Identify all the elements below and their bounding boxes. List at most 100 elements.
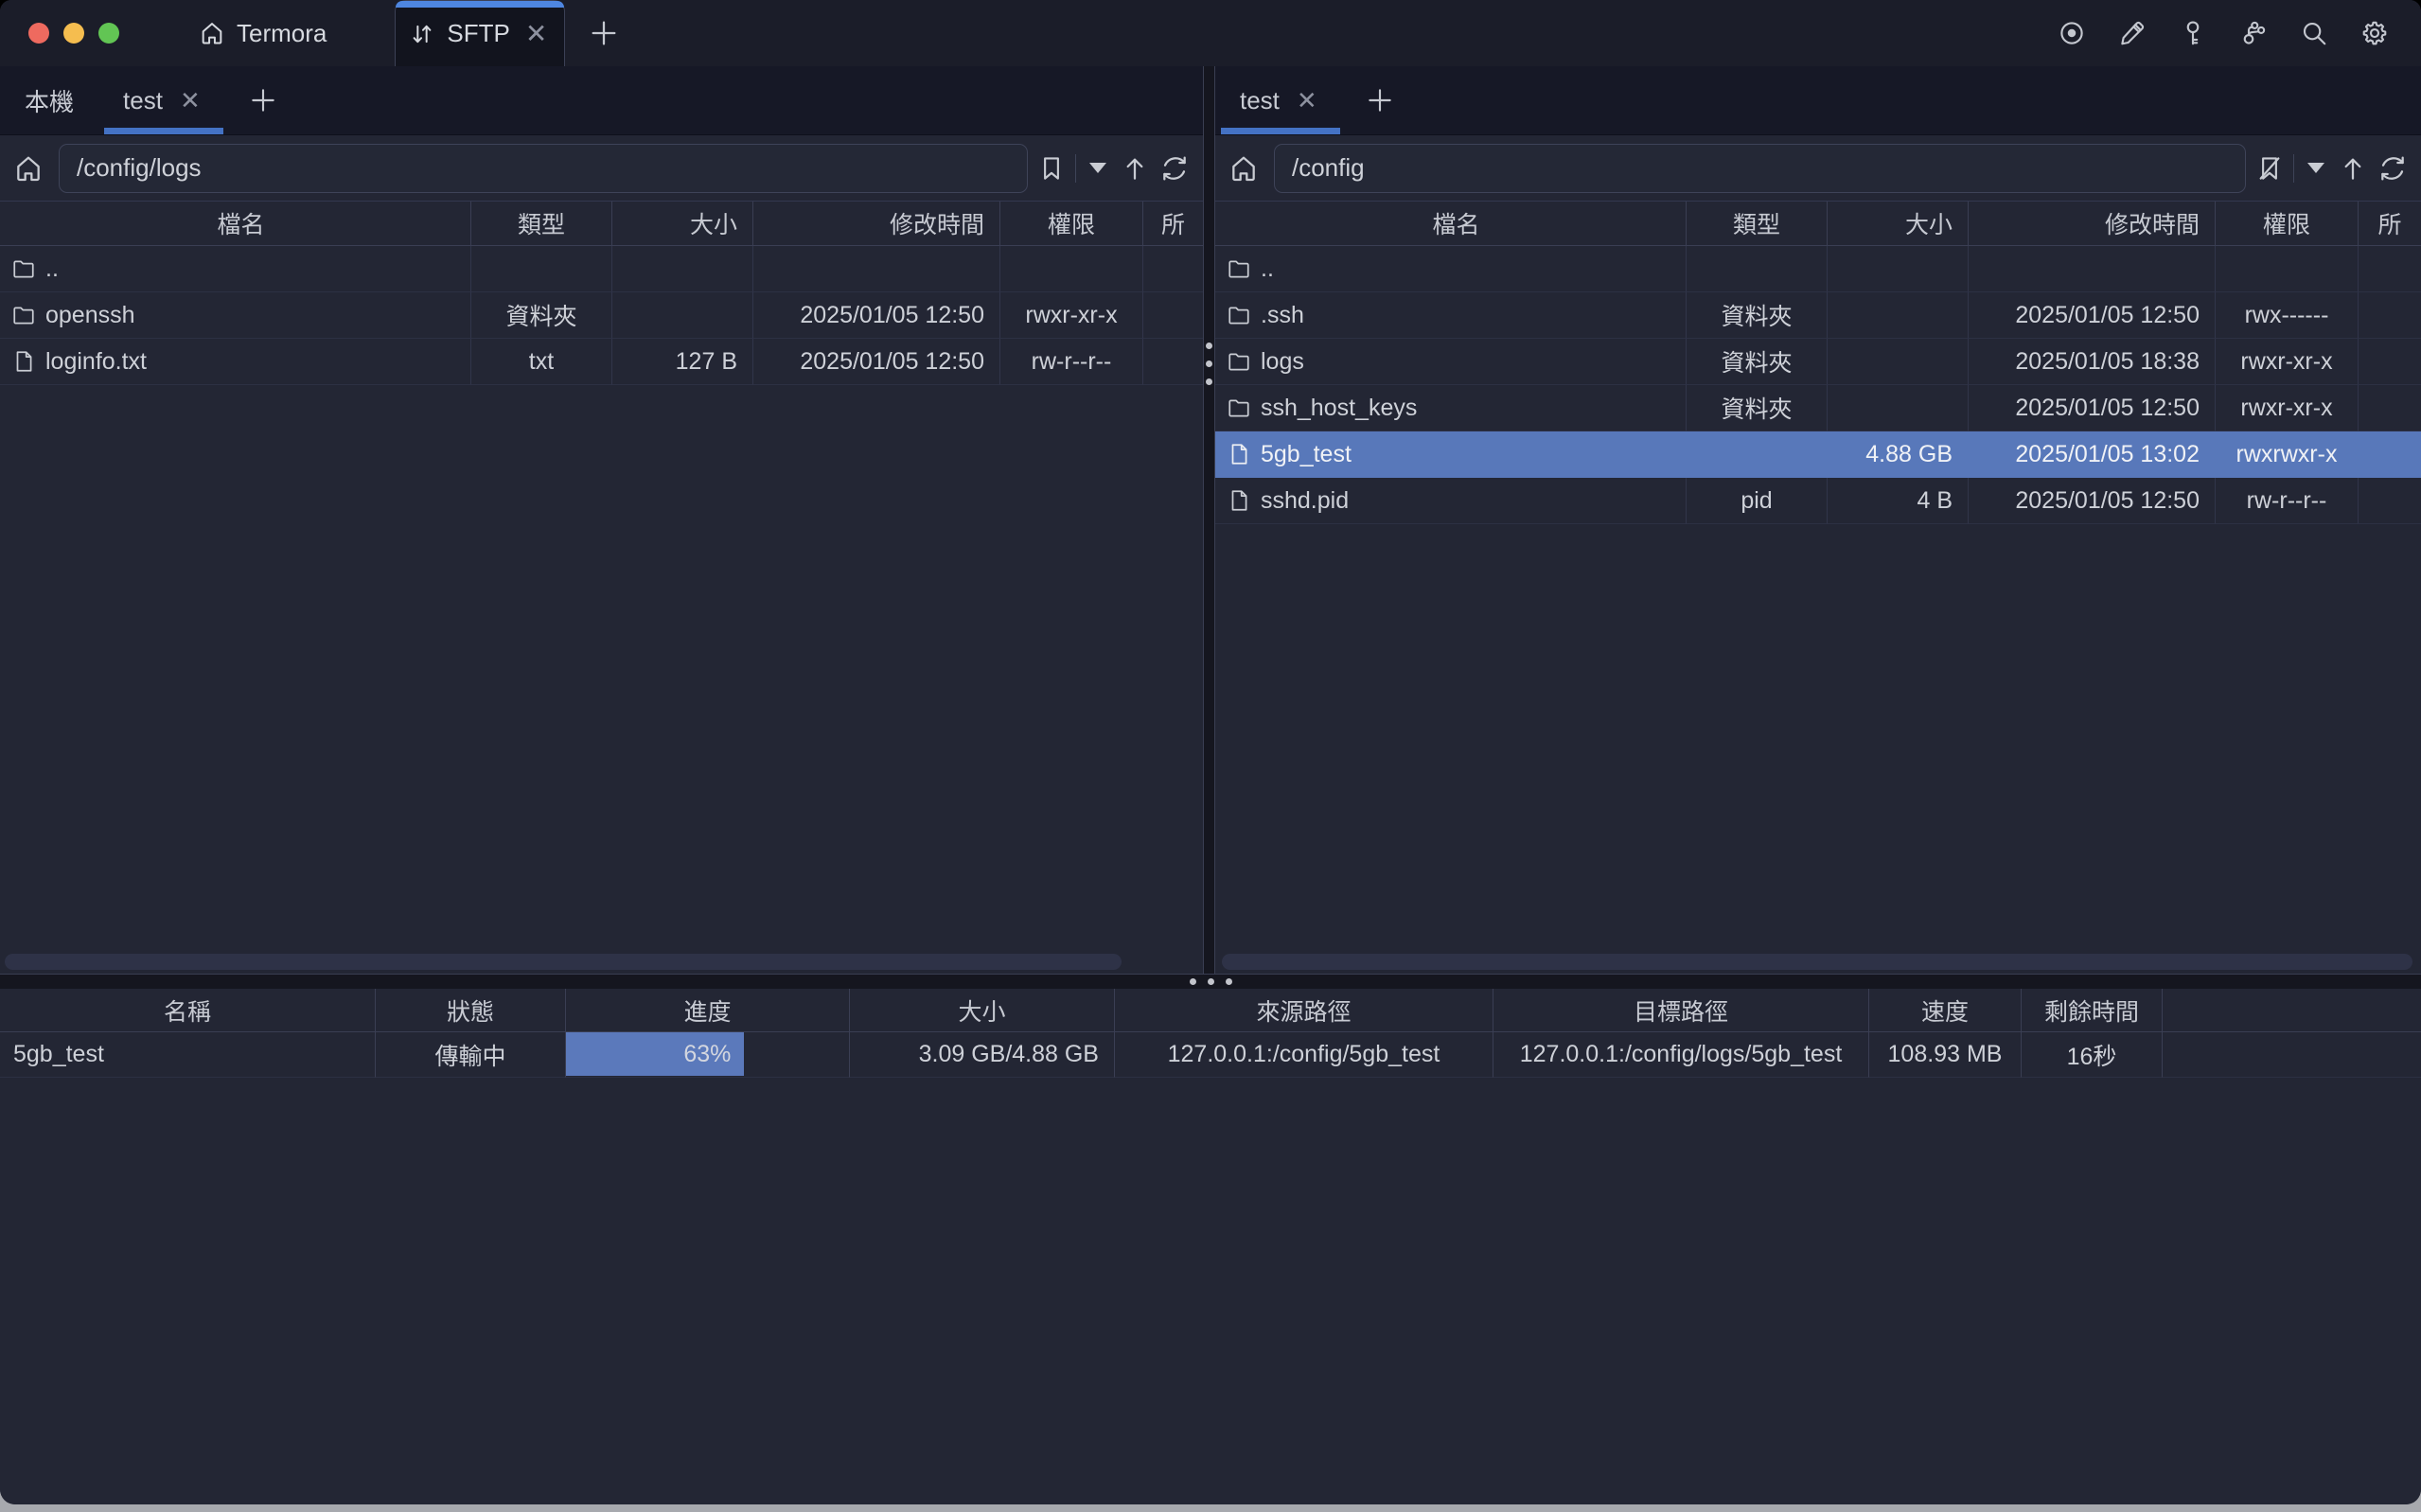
path-input[interactable]: [59, 143, 1028, 193]
refresh-icon[interactable]: [2377, 153, 2408, 184]
pane-tab-test[interactable]: test ✕: [1215, 66, 1346, 134]
file-row[interactable]: openssh 資料夾 2025/01/05 12:50 rwxr-xr-x: [0, 292, 1203, 339]
right-path-bar: [1215, 135, 2421, 201]
file-owner: [1143, 292, 1203, 339]
home-icon[interactable]: [1223, 153, 1264, 184]
file-size: 127 B: [612, 339, 753, 385]
record-icon[interactable]: [2056, 17, 2088, 49]
file-name-cell: ..: [0, 246, 471, 292]
transfer-column-header[interactable]: 速度: [1869, 989, 2022, 1032]
close-icon[interactable]: ✕: [524, 18, 548, 48]
file-permissions: [2216, 246, 2359, 292]
key-icon[interactable]: [2177, 17, 2209, 49]
transfer-column-header[interactable]: 進度: [566, 989, 850, 1032]
search-icon[interactable]: [2298, 17, 2330, 49]
transfer-column-header[interactable]: 來源路徑: [1115, 989, 1493, 1032]
column-header[interactable]: 大小: [1828, 202, 1969, 246]
file-row[interactable]: loginfo.txt txt 127 B 2025/01/05 12:50 rw-r-…: [0, 339, 1203, 385]
settings-gear-icon[interactable]: [2359, 17, 2391, 49]
file-size: [612, 246, 753, 292]
column-header[interactable]: 所: [1143, 202, 1203, 246]
pane-tab-label: 本機: [25, 87, 75, 116]
edit-pencil-icon[interactable]: [2116, 17, 2148, 49]
chevron-down-icon[interactable]: [2307, 163, 2324, 173]
file-name-cell: sshd.pid: [1215, 478, 1687, 524]
path-input[interactable]: [1274, 143, 2246, 193]
close-icon[interactable]: ✕: [179, 86, 201, 114]
file-size: [1828, 385, 1969, 431]
progress-bar: 63%: [566, 1032, 745, 1076]
new-session-button[interactable]: [1346, 66, 1414, 134]
app-tab-label: Termora: [237, 18, 327, 47]
transfer-eta: 16秒: [2022, 1032, 2163, 1078]
column-header[interactable]: 所: [2359, 202, 2421, 246]
file-row[interactable]: ..: [0, 246, 1203, 292]
file-mtime: 2025/01/05 13:02: [1969, 431, 2216, 478]
chevron-down-icon[interactable]: [1089, 163, 1106, 173]
file-type: [471, 246, 612, 292]
tab-sftp[interactable]: SFTP ✕: [395, 0, 566, 66]
pane-tab-local[interactable]: 本機: [0, 66, 98, 134]
close-icon[interactable]: ✕: [1296, 86, 1317, 114]
transfer-row[interactable]: 5gb_test 傳輸中 63% 3.09 GB/4.88 GB 127.0.0.1:/…: [0, 1032, 2421, 1078]
file-row[interactable]: 5gb_test 4.88 GB 2025/01/05 13:02 rwxrwxr-x: [1215, 431, 2421, 478]
column-header[interactable]: 大小: [612, 202, 753, 246]
file-name: ..: [1261, 255, 1274, 282]
right-table-header: 檔名 類型 大小 修改時間 權限所: [1215, 201, 2421, 246]
transfer-column-header[interactable]: 名稱: [0, 989, 376, 1032]
column-header[interactable]: 檔名: [0, 202, 471, 246]
column-header[interactable]: 權限: [2216, 202, 2359, 246]
left-path-bar: [0, 135, 1203, 201]
local-pane: 本機 test ✕: [0, 66, 1203, 974]
transfer-speed: 108.93 MB: [1869, 1032, 2022, 1078]
left-table-header: 檔名 類型 大小 修改時間 權限所: [0, 201, 1203, 246]
file-icon: [11, 349, 36, 374]
column-header[interactable]: 檔名: [1215, 202, 1687, 246]
column-header[interactable]: 修改時間: [753, 202, 1000, 246]
up-directory-icon[interactable]: [1120, 153, 1150, 184]
right-file-table: 檔名 類型 大小 修改時間 權限所 .. .ssh 資料夾 2025/01/05 12:50 r…: [1215, 201, 2421, 951]
column-header[interactable]: 修改時間: [1969, 202, 2216, 246]
file-owner: [1143, 246, 1203, 292]
up-directory-icon[interactable]: [2338, 153, 2368, 184]
keychain-branch-icon[interactable]: [2237, 17, 2270, 49]
folder-icon: [11, 303, 36, 327]
transfer-column-header[interactable]: 大小: [850, 989, 1115, 1032]
vertical-splitter[interactable]: [1203, 66, 1215, 974]
file-icon: [1227, 488, 1251, 513]
transfer-column-header[interactable]: 剩餘時間: [2022, 989, 2163, 1032]
bookmark-icon[interactable]: [1037, 154, 1066, 183]
transfer-column-header[interactable]: 目標路徑: [1493, 989, 1869, 1032]
zoom-window-button[interactable]: [98, 23, 119, 44]
file-type: [1687, 246, 1828, 292]
column-header[interactable]: 類型: [1687, 202, 1828, 246]
file-row[interactable]: ..: [1215, 246, 2421, 292]
bookmark-slash-icon[interactable]: [2255, 154, 2284, 183]
new-session-button[interactable]: [229, 66, 297, 134]
transfer-target-path: 127.0.0.1:/config/logs/5gb_test: [1493, 1032, 1869, 1078]
file-owner: [2359, 385, 2421, 431]
new-tab-button[interactable]: [565, 0, 643, 66]
column-header[interactable]: 類型: [471, 202, 612, 246]
transfer-column-header[interactable]: 狀態: [376, 989, 566, 1032]
active-tab-accent: [396, 1, 565, 8]
file-permissions: rwx------: [2216, 292, 2359, 339]
pane-tab-label: test: [123, 85, 163, 114]
horizontal-splitter[interactable]: [0, 974, 2421, 989]
file-row[interactable]: sshd.pid pid 4 B 2025/01/05 12:50 rw-r--r--: [1215, 478, 2421, 524]
file-row[interactable]: .ssh 資料夾 2025/01/05 12:50 rwx------: [1215, 292, 2421, 339]
home-icon[interactable]: [8, 153, 49, 184]
pane-tab-test[interactable]: test ✕: [98, 66, 229, 134]
file-row[interactable]: ssh_host_keys 資料夾 2025/01/05 12:50 rwxr-xr-…: [1215, 385, 2421, 431]
minimize-window-button[interactable]: [63, 23, 84, 44]
file-row[interactable]: logs 資料夾 2025/01/05 18:38 rwxr-xr-x: [1215, 339, 2421, 385]
column-header[interactable]: 權限: [1000, 202, 1143, 246]
horizontal-scrollbar-thumb[interactable]: [5, 954, 1122, 970]
refresh-icon[interactable]: [1159, 153, 1190, 184]
close-window-button[interactable]: [28, 23, 49, 44]
horizontal-scrollbar-thumb[interactable]: [1222, 954, 2412, 970]
transfer-empty-area: [0, 1078, 2421, 1504]
tab-termora[interactable]: Termora: [170, 0, 355, 66]
right-scrollbar-track: [1215, 951, 2421, 974]
